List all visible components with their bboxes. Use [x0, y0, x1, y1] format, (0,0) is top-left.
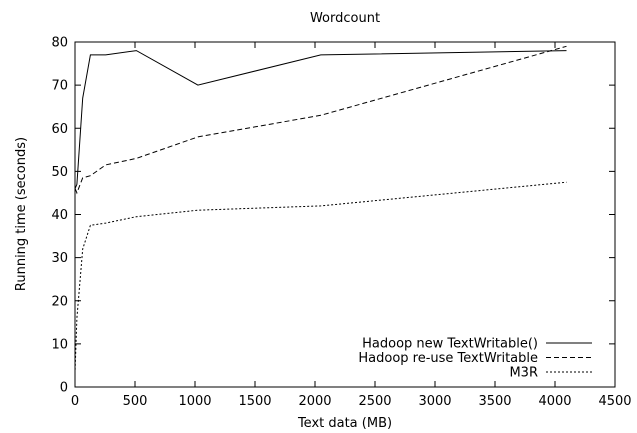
- x-tick-label: 500: [123, 394, 148, 409]
- x-axis: 0 500 1000 1500 2000 2500 3000 3500 4000 4500: [71, 42, 632, 409]
- legend-label: Hadoop new TextWritable(): [362, 337, 538, 352]
- y-tick-label: 80: [51, 36, 68, 51]
- series-line-0: [74, 50, 567, 189]
- legend-label: Hadoop re-use TextWritable: [358, 351, 538, 366]
- x-tick-label: 2000: [298, 394, 331, 409]
- x-tick-label: 4500: [598, 394, 631, 409]
- y-tick-label: 10: [51, 337, 68, 352]
- chart-title: Wordcount: [310, 11, 380, 26]
- y-tick-label: 0: [60, 381, 68, 396]
- y-tick-label: 50: [51, 165, 68, 180]
- x-tick-label: 0: [71, 394, 79, 409]
- series-line-2: [74, 181, 567, 370]
- x-tick-label: 1500: [238, 394, 271, 409]
- y-axis-label: Running time (seconds): [14, 137, 29, 291]
- y-tick-label: 70: [51, 79, 68, 94]
- x-tick-label: 3500: [478, 394, 511, 409]
- x-tick-label: 3000: [418, 394, 451, 409]
- legend: Hadoop new TextWritable()Hadoop re-use T…: [358, 337, 592, 381]
- y-axis: 0 10 20 30 40 50 60 70 80: [51, 36, 615, 396]
- series-line-1: [74, 45, 567, 195]
- x-axis-label: Text data (MB): [297, 416, 392, 431]
- x-tick-label: 4000: [538, 394, 571, 409]
- y-tick-label: 60: [51, 122, 68, 137]
- x-tick-label: 2500: [358, 394, 391, 409]
- x-tick-label: 1000: [178, 394, 211, 409]
- series-layer: [74, 45, 567, 370]
- legend-label: M3R: [509, 366, 538, 381]
- y-tick-label: 30: [51, 251, 68, 266]
- y-tick-label: 20: [51, 294, 68, 309]
- y-tick-label: 40: [51, 208, 68, 223]
